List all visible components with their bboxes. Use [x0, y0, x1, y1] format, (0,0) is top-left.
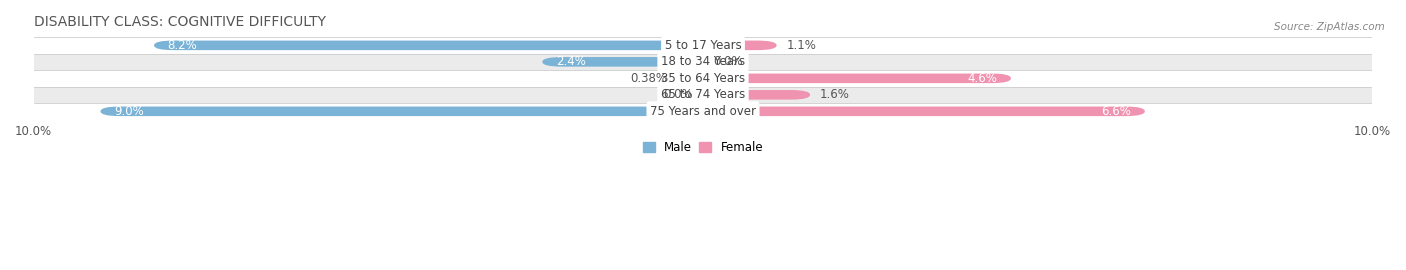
Text: 1.1%: 1.1% [787, 39, 817, 52]
Text: 75 Years and over: 75 Years and over [650, 105, 756, 118]
FancyBboxPatch shape [100, 107, 703, 116]
Text: 9.0%: 9.0% [114, 105, 143, 118]
Text: DISABILITY CLASS: COGNITIVE DIFFICULTY: DISABILITY CLASS: COGNITIVE DIFFICULTY [34, 15, 326, 29]
Bar [34, 37, 1372, 54]
Text: Source: ZipAtlas.com: Source: ZipAtlas.com [1274, 22, 1385, 32]
FancyBboxPatch shape [155, 40, 703, 50]
Text: 0.38%: 0.38% [630, 72, 668, 85]
Bar [34, 103, 1372, 120]
Text: 5 to 17 Years: 5 to 17 Years [665, 39, 741, 52]
Text: 6.6%: 6.6% [1101, 105, 1132, 118]
Text: 0.0%: 0.0% [664, 88, 693, 101]
Text: 65 to 74 Years: 65 to 74 Years [661, 88, 745, 101]
Text: 0.0%: 0.0% [713, 55, 742, 68]
FancyBboxPatch shape [703, 73, 1011, 83]
FancyBboxPatch shape [678, 73, 703, 83]
Text: 8.2%: 8.2% [167, 39, 197, 52]
FancyBboxPatch shape [543, 57, 703, 67]
FancyBboxPatch shape [703, 90, 810, 100]
Text: 35 to 64 Years: 35 to 64 Years [661, 72, 745, 85]
Text: 1.6%: 1.6% [820, 88, 851, 101]
Bar [34, 70, 1372, 87]
Bar [34, 87, 1372, 103]
FancyBboxPatch shape [703, 40, 776, 50]
Text: 4.6%: 4.6% [967, 72, 997, 85]
Bar [34, 54, 1372, 70]
Text: 2.4%: 2.4% [555, 55, 585, 68]
Legend: Male, Female: Male, Female [638, 137, 768, 159]
FancyBboxPatch shape [703, 107, 1144, 116]
Text: 18 to 34 Years: 18 to 34 Years [661, 55, 745, 68]
